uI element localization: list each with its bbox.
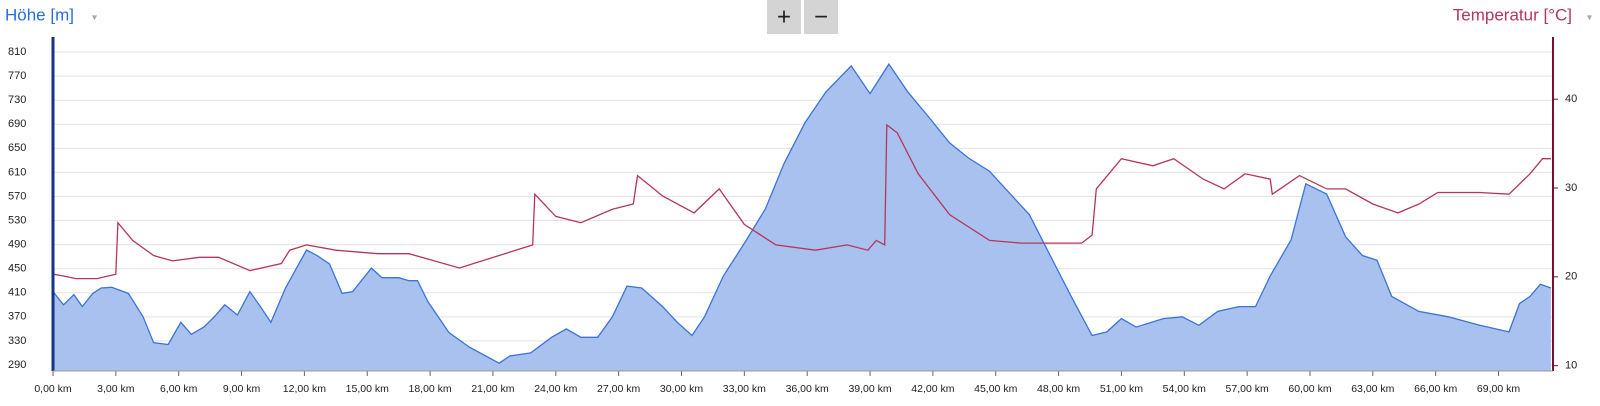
y-tick-label: 770 [8, 70, 26, 82]
x-tick-label: 57,00 km [1226, 383, 1269, 395]
zoom-in-button[interactable] [767, 0, 801, 34]
y-tick-label: 570 [8, 190, 26, 202]
y2-tick-label: 20 [1565, 271, 1577, 283]
zoom-out-button[interactable] [804, 0, 838, 34]
y-tick-label: 290 [8, 359, 26, 371]
y2-axis-title: Temperatur [°C] [1453, 5, 1572, 24]
y-tick-label: 730 [8, 94, 26, 106]
y-tick-label: 610 [8, 166, 26, 178]
zoom-in-label[interactable]: + [777, 3, 791, 30]
x-tick-label: 21,00 km [471, 383, 514, 395]
y2-tick-label: 10 [1565, 360, 1577, 372]
y-tick-label: 530 [8, 214, 26, 226]
x-tick-label: 39,00 km [848, 383, 891, 395]
zoom-out-label[interactable]: − [814, 3, 828, 30]
y-tick-label: 410 [8, 287, 26, 299]
x-tick-label: 36,00 km [786, 383, 829, 395]
y-tick-label: 810 [8, 46, 26, 58]
x-tick-label: 6,00 km [160, 383, 198, 395]
y-tick-label: 450 [8, 263, 26, 275]
dropdown-arrow[interactable]: ▾ [92, 13, 97, 24]
x-tick-label: 60,00 km [1288, 383, 1331, 395]
x-tick-label: 42,00 km [911, 383, 954, 395]
x-tick-label: 69,00 km [1477, 383, 1520, 395]
x-tick-label: 48,00 km [1037, 383, 1080, 395]
x-tick-label: 51,00 km [1100, 383, 1143, 395]
elevation-line [52, 62, 1552, 364]
x-tick-label: 27,00 km [597, 383, 640, 395]
y-tick-label: 690 [8, 118, 26, 130]
y2-tick-label: 40 [1565, 93, 1577, 105]
x-tick-label: 63,00 km [1351, 383, 1394, 395]
x-tick-label: 18,00 km [408, 383, 451, 395]
x-tick-label: 9,00 km [223, 383, 261, 395]
x-tick-label: 15,00 km [346, 383, 389, 395]
elevation-area [53, 64, 1551, 371]
dropdown-arrow[interactable]: ▾ [1587, 13, 1592, 24]
x-tick-label: 3,00 km [97, 383, 135, 395]
temperature-line [52, 123, 1551, 280]
x-tick-label: 30,00 km [660, 383, 703, 395]
y-axis-title: Höhe [m] [5, 5, 74, 24]
x-tick-label: 45,00 km [974, 383, 1017, 395]
x-tick-label: 24,00 km [534, 383, 577, 395]
x-tick-label: 0,00 km [34, 383, 72, 395]
x-tick-label: 33,00 km [723, 383, 766, 395]
x-tick-label: 66,00 km [1414, 383, 1457, 395]
x-tick-label: 54,00 km [1163, 383, 1206, 395]
x-tick-label: 12,00 km [283, 383, 326, 395]
y-tick-label: 490 [8, 239, 26, 251]
y2-tick-label: 30 [1565, 182, 1577, 194]
y-tick-label: 370 [8, 311, 26, 323]
y-tick-label: 330 [8, 335, 26, 347]
y-tick-label: 650 [8, 142, 26, 154]
